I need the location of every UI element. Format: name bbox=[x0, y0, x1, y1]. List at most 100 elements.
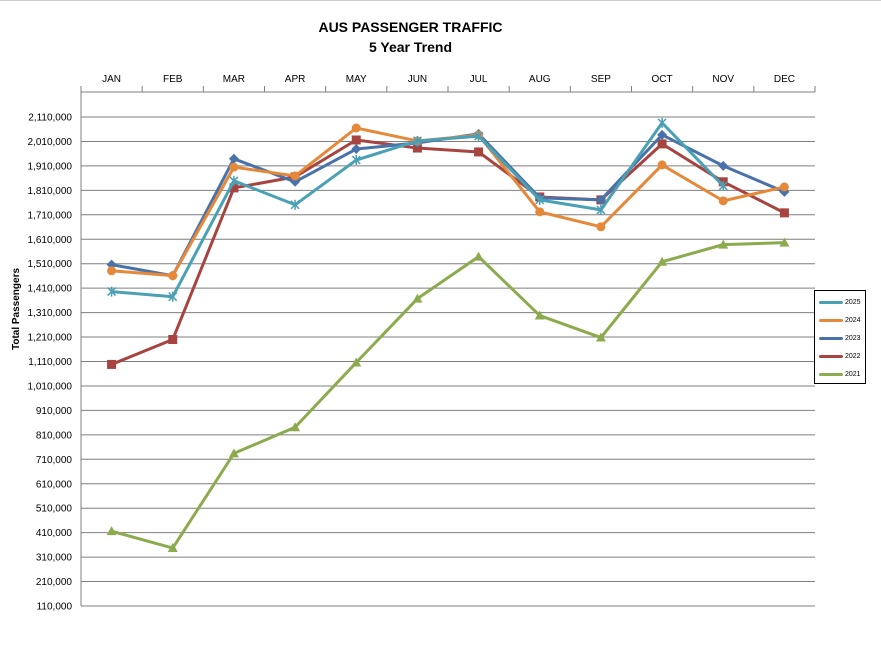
legend-swatch bbox=[819, 318, 843, 322]
y-tick-label: 810,000 bbox=[36, 430, 73, 441]
y-tick-label: 1,210,000 bbox=[28, 333, 73, 344]
data-point-2024 bbox=[718, 196, 728, 206]
data-point-2021 bbox=[167, 543, 178, 553]
data-point-2021 bbox=[534, 310, 545, 320]
data-point-2024 bbox=[351, 123, 361, 133]
data-point-2021 bbox=[351, 357, 362, 367]
chart-subtitle: 5 Year Trend bbox=[368, 39, 452, 55]
x-tick-label: JUN bbox=[408, 74, 427, 85]
y-tick-label: 2,010,000 bbox=[28, 137, 73, 148]
legend-swatch bbox=[819, 336, 843, 340]
data-point-2021 bbox=[290, 422, 301, 432]
data-point-2025 bbox=[107, 286, 117, 297]
y-tick-label: 1,310,000 bbox=[28, 308, 73, 319]
data-point-2021 bbox=[228, 448, 239, 458]
y-tick-label: 2,110,000 bbox=[28, 113, 72, 124]
legend-label: 2021 bbox=[845, 370, 861, 378]
y-tick-label: 1,110,000 bbox=[28, 357, 72, 368]
y-tick-label: 1,410,000 bbox=[28, 284, 73, 295]
data-point-2024 bbox=[657, 160, 667, 170]
data-point-2025 bbox=[290, 199, 300, 210]
y-tick-label: 1,010,000 bbox=[28, 381, 73, 392]
legend-item-2023: 2023 bbox=[819, 333, 861, 343]
data-point-2025 bbox=[535, 194, 545, 205]
x-tick-label: NOV bbox=[712, 74, 734, 85]
x-tick-label: AUG bbox=[529, 74, 551, 85]
data-point-2021 bbox=[779, 237, 790, 247]
data-point-2024 bbox=[779, 182, 789, 192]
data-point-2023 bbox=[718, 160, 729, 171]
y-tick-label: 1,510,000 bbox=[28, 259, 73, 270]
data-point-2021 bbox=[718, 239, 729, 249]
data-point-2025 bbox=[229, 175, 239, 186]
y-tick-label: 1,810,000 bbox=[28, 186, 73, 197]
data-point-2022 bbox=[107, 359, 117, 369]
series-line-2022 bbox=[111, 138, 786, 366]
data-point-2022 bbox=[474, 147, 484, 157]
y-tick-label: 110,000 bbox=[37, 602, 73, 613]
data-point-2024 bbox=[107, 266, 117, 276]
data-point-2023 bbox=[657, 129, 668, 140]
data-point-2023 bbox=[228, 153, 239, 164]
legend-label: 2023 bbox=[845, 334, 861, 342]
data-point-2025 bbox=[474, 131, 484, 142]
data-point-2024 bbox=[596, 222, 606, 232]
legend: 2025 2024 2023 2022 2021 bbox=[814, 290, 866, 384]
data-point-2022 bbox=[412, 143, 422, 153]
y-tick-label: 1,610,000 bbox=[28, 235, 73, 246]
data-point-2025 bbox=[596, 204, 606, 215]
data-point-2025 bbox=[351, 155, 361, 166]
data-point-2021 bbox=[412, 293, 423, 303]
legend-label: 2024 bbox=[845, 316, 861, 324]
y-tick-label: 210,000 bbox=[36, 577, 73, 588]
legend-label: 2025 bbox=[845, 298, 861, 306]
y-tick-label: 310,000 bbox=[36, 553, 73, 564]
x-tick-label: JUL bbox=[470, 74, 488, 85]
x-tick-label: FEB bbox=[163, 74, 183, 85]
top-border bbox=[0, 0, 881, 1]
data-point-2021 bbox=[106, 526, 117, 536]
legend-item-2022: 2022 bbox=[819, 351, 861, 361]
data-point-2024 bbox=[168, 271, 178, 281]
legend-swatch bbox=[819, 354, 843, 358]
legend-item-2025: 2025 bbox=[819, 297, 861, 307]
data-point-2025 bbox=[718, 180, 728, 191]
y-tick-label: 410,000 bbox=[36, 528, 73, 539]
y-tick-label: 610,000 bbox=[36, 479, 73, 490]
data-point-2024 bbox=[535, 207, 545, 217]
data-point-2025 bbox=[168, 291, 178, 302]
data-point-2024 bbox=[229, 162, 239, 172]
x-tick-label: OCT bbox=[652, 74, 673, 85]
data-point-2023 bbox=[595, 194, 606, 205]
y-tick-label: 1,710,000 bbox=[28, 210, 73, 221]
legend-item-2024: 2024 bbox=[819, 315, 861, 325]
x-tick-label: MAR bbox=[223, 74, 245, 85]
y-tick-label: 710,000 bbox=[36, 455, 73, 466]
data-point-2022 bbox=[168, 334, 178, 344]
data-point-2022 bbox=[229, 183, 239, 193]
data-point-2022 bbox=[657, 139, 667, 149]
data-point-2021 bbox=[657, 256, 668, 266]
data-point-2025 bbox=[657, 117, 667, 128]
legend-item-2021: 2021 bbox=[819, 369, 861, 379]
data-point-2023 bbox=[351, 144, 362, 155]
y-tick-label: 1,910,000 bbox=[28, 161, 73, 172]
series-line-2021 bbox=[111, 241, 785, 550]
chart-title: AUS PASSENGER TRAFFIC bbox=[318, 19, 503, 35]
data-point-2024 bbox=[290, 171, 300, 181]
legend-label: 2022 bbox=[845, 352, 861, 360]
y-tick-label: 510,000 bbox=[36, 504, 73, 515]
legend-swatch bbox=[819, 300, 843, 304]
y-tick-label: 910,000 bbox=[36, 406, 73, 417]
data-point-2022 bbox=[779, 208, 789, 218]
data-point-2021 bbox=[473, 251, 484, 261]
x-tick-label: DEC bbox=[774, 74, 795, 85]
x-tick-label: JAN bbox=[102, 74, 121, 85]
data-point-2022 bbox=[351, 135, 361, 145]
x-tick-label: MAY bbox=[346, 74, 367, 85]
x-tick-label: SEP bbox=[591, 74, 611, 85]
y-axis-label: Total Passengers bbox=[11, 268, 22, 351]
legend-swatch bbox=[819, 372, 843, 376]
